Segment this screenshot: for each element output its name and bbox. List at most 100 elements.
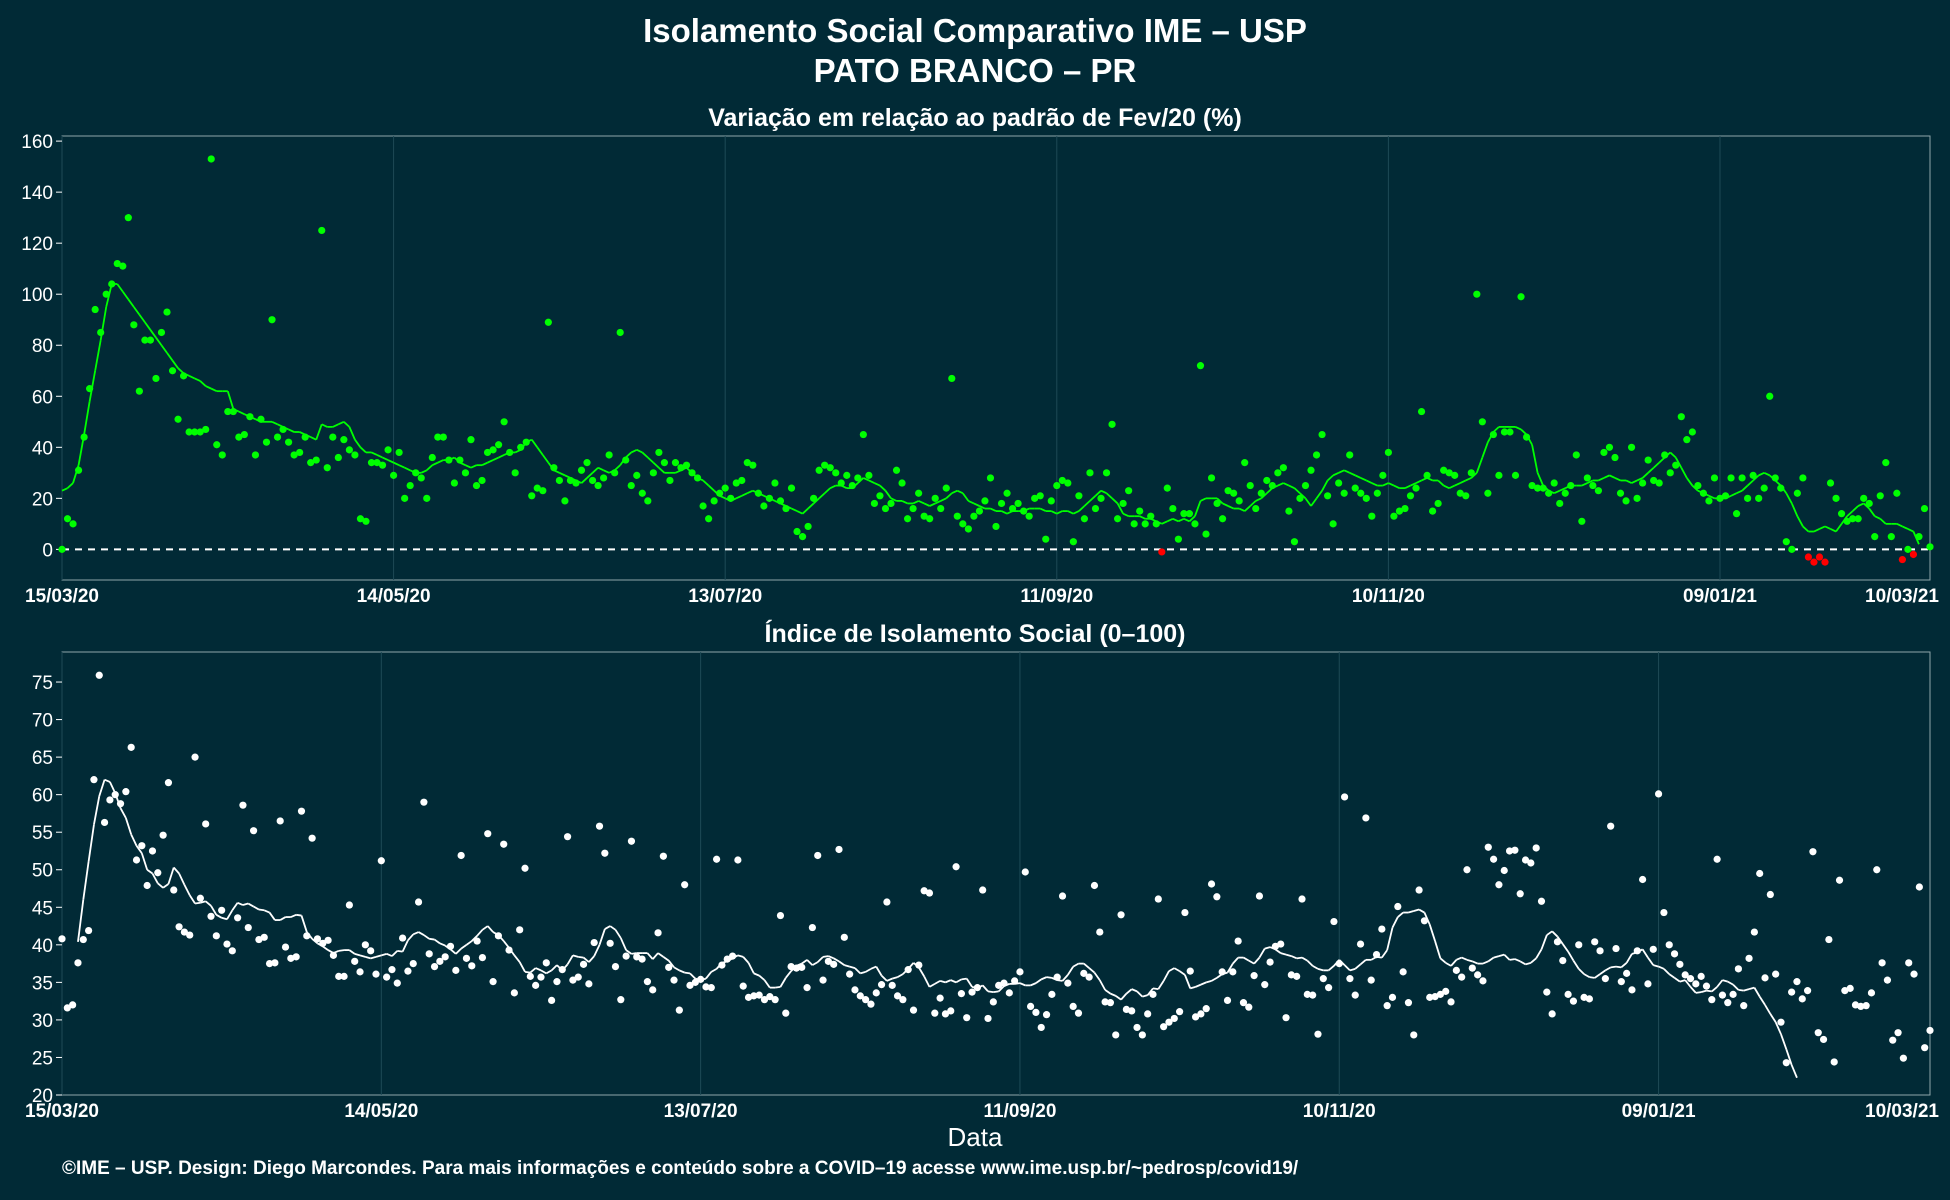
- data-point: [754, 489, 762, 497]
- y-tick-label: 100: [21, 285, 53, 306]
- data-point: [843, 471, 851, 479]
- data-point: [58, 545, 66, 553]
- trend-line-segment: [1253, 956, 1261, 965]
- data-point: [420, 798, 428, 806]
- data-point: [1406, 492, 1415, 500]
- trend-line-segment: [1226, 963, 1234, 974]
- data-point: [1005, 989, 1013, 997]
- data-point: [393, 979, 401, 987]
- trend-line-segment: [348, 949, 356, 955]
- data-point: [1479, 977, 1487, 985]
- data-point: [1224, 487, 1232, 495]
- data-point: [273, 433, 282, 441]
- trend-line-segment: [279, 916, 286, 921]
- trend-line-segment: [431, 461, 439, 466]
- trend-line-segment: [1360, 477, 1367, 482]
- data-point: [627, 837, 636, 845]
- trend-line-segment: [1763, 472, 1771, 477]
- data-point: [102, 290, 110, 298]
- trend-line-segment: [407, 933, 414, 941]
- data-point: [494, 932, 502, 940]
- data-point: [941, 1010, 950, 1018]
- data-point: [738, 476, 746, 485]
- data-point: [1368, 512, 1376, 520]
- data-point: [909, 504, 917, 513]
- trend-line-segment: [631, 952, 637, 955]
- trend-line-segment: [498, 454, 505, 459]
- data-point: [675, 1006, 683, 1014]
- trend-line-segment: [354, 439, 362, 448]
- data-point: [1793, 489, 1801, 497]
- trend-line-segment: [775, 985, 781, 989]
- data-point: [1904, 545, 1912, 553]
- data-point: [384, 446, 392, 454]
- data-point: [1694, 481, 1702, 490]
- data-point: [1186, 967, 1194, 975]
- data-point: [1290, 538, 1299, 546]
- data-point: [611, 963, 620, 971]
- data-point: [666, 476, 674, 485]
- trend-line-segment: [1610, 965, 1617, 969]
- data-point: [1160, 1023, 1168, 1031]
- data-point: [362, 517, 370, 525]
- data-point: [1569, 997, 1578, 1005]
- trend-line-segment: [559, 472, 566, 477]
- trend-line-segment: [1691, 484, 1699, 492]
- data-point: [1263, 476, 1271, 485]
- data-point: [728, 952, 737, 960]
- y-tick-label: 20: [32, 1086, 53, 1107]
- data-point: [1553, 938, 1562, 946]
- data-point: [1436, 990, 1444, 998]
- data-point: [1154, 895, 1162, 903]
- data-point: [1500, 866, 1508, 875]
- trend-line-segment: [1730, 492, 1737, 497]
- data-point: [865, 471, 873, 479]
- data-point: [532, 981, 540, 989]
- data-point: [1176, 1008, 1184, 1016]
- data-point: [1670, 950, 1679, 958]
- trend-line-segment: [481, 925, 489, 931]
- trend-line-segment: [1459, 479, 1467, 484]
- trend-line-segment: [93, 795, 101, 825]
- data-point: [414, 898, 423, 906]
- data-point: [1484, 843, 1492, 851]
- trend-line-segment: [1748, 986, 1755, 990]
- trend-line-segment: [1896, 523, 1903, 528]
- data-point: [1495, 471, 1503, 479]
- trend-line-segment: [1758, 996, 1766, 1006]
- trend-line-segment: [492, 456, 499, 461]
- trend-line-segment: [951, 489, 958, 495]
- data-point: [563, 833, 572, 841]
- data-point: [1500, 428, 1509, 436]
- data-point: [766, 993, 774, 1001]
- trend-line-segment: [822, 955, 829, 958]
- data-point: [489, 978, 497, 986]
- data-point: [819, 976, 827, 984]
- data-point: [323, 464, 331, 472]
- trend-line-segment: [817, 956, 824, 963]
- x-tick-label: 09/01/21: [1622, 1101, 1696, 1122]
- trend-line-segment: [641, 451, 649, 459]
- data-point: [986, 474, 995, 482]
- data-point: [1266, 958, 1274, 966]
- trend-line-segment: [1359, 959, 1367, 966]
- data-point: [1003, 489, 1011, 497]
- trend-line-segment: [1296, 956, 1303, 960]
- data-point: [1578, 517, 1586, 525]
- data-point: [516, 926, 524, 934]
- trend-line-segment: [1813, 528, 1820, 533]
- trend-line-segment: [854, 967, 861, 975]
- data-point: [1564, 990, 1572, 998]
- data-point: [1246, 481, 1254, 490]
- x-tick-label: 10/03/21: [1865, 1101, 1939, 1122]
- data-point: [1744, 494, 1752, 502]
- data-point: [537, 973, 545, 981]
- trend-line-segment: [1647, 467, 1655, 474]
- data-point: [1144, 1010, 1152, 1018]
- data-point: [462, 954, 471, 962]
- trend-line-segment: [290, 913, 297, 918]
- trend-line-segment: [652, 461, 660, 469]
- y-tick-label: 160: [21, 132, 53, 153]
- data-point: [1170, 1014, 1178, 1023]
- data-point: [617, 996, 625, 1004]
